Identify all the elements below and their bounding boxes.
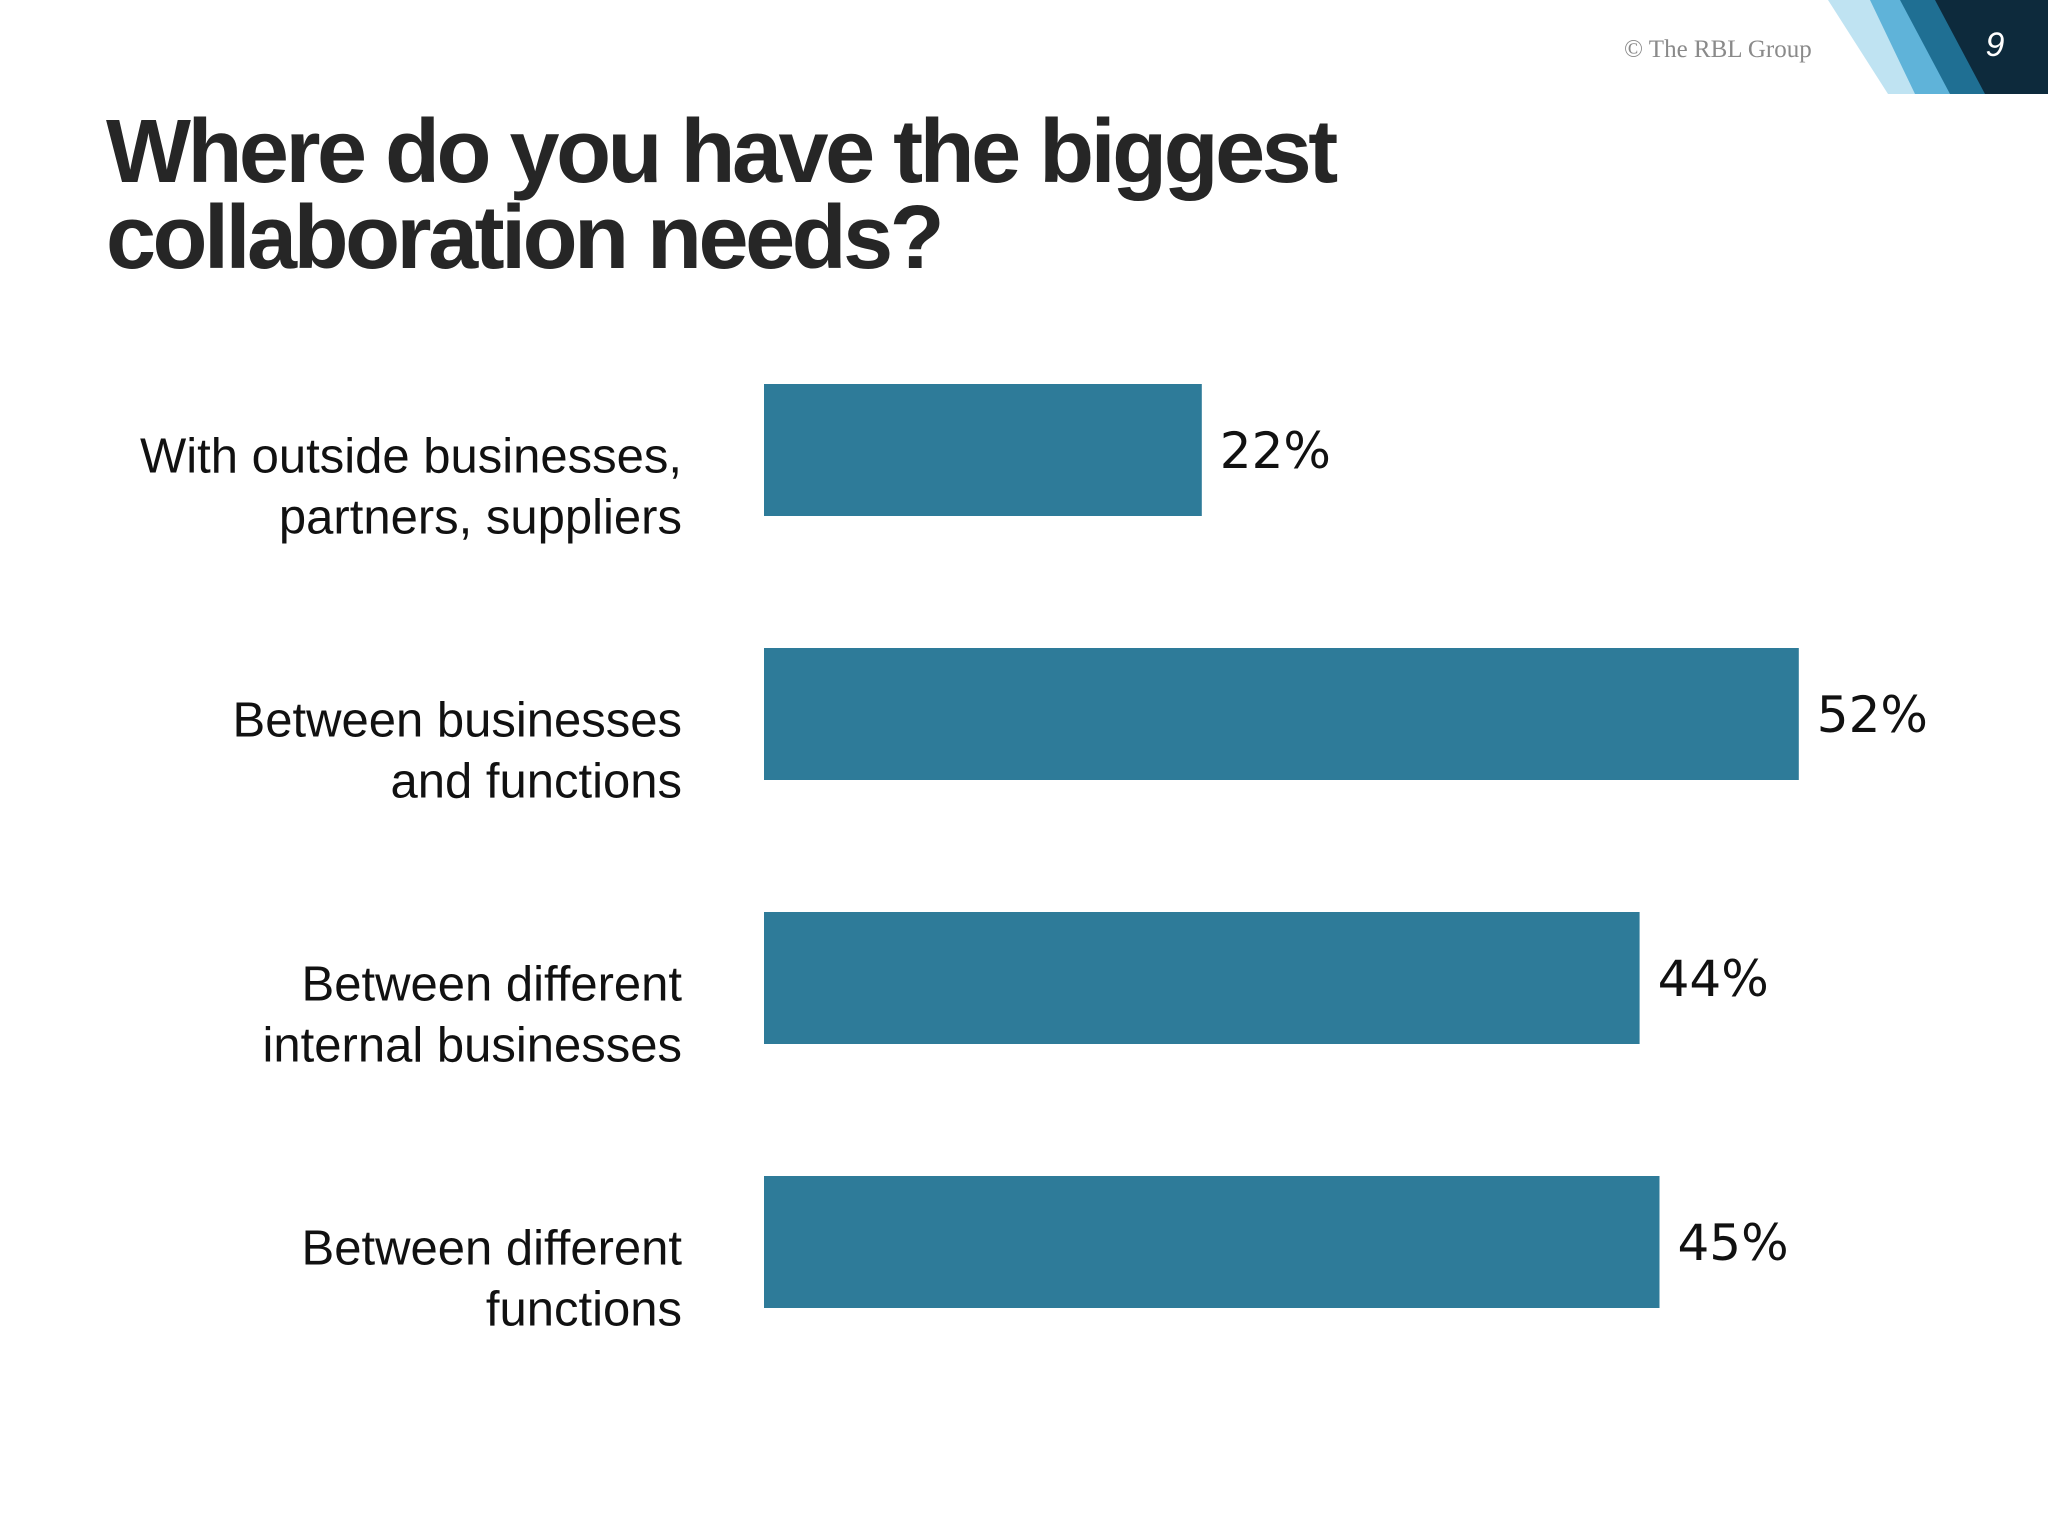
data-label: 52% <box>1817 686 1928 744</box>
category-label: Between different <box>302 1222 683 1276</box>
chart-title: collaboration needs? <box>106 188 941 288</box>
corner-decoration <box>1828 0 2048 94</box>
data-label: 45% <box>1678 1214 1789 1272</box>
category-label: internal businesses <box>263 1019 682 1073</box>
data-label: 44% <box>1658 950 1769 1008</box>
bar <box>764 1176 1660 1308</box>
bar <box>764 648 1799 780</box>
category-label: and functions <box>391 755 683 809</box>
category-label: Between different <box>302 958 683 1012</box>
logo: © The RBL Group <box>1624 36 1812 63</box>
chart-title: Where do you have the biggest <box>106 102 1337 202</box>
bar <box>764 384 1202 516</box>
category-label: With outside businesses, <box>140 430 682 484</box>
category-label: partners, suppliers <box>279 491 682 545</box>
category-label: functions <box>486 1283 682 1337</box>
page-number: 9 <box>1986 26 2005 64</box>
bar <box>764 912 1640 1044</box>
data-label: 22% <box>1220 422 1331 480</box>
category-label: Between businesses <box>233 694 682 748</box>
stripe-dark <box>1935 0 2048 94</box>
